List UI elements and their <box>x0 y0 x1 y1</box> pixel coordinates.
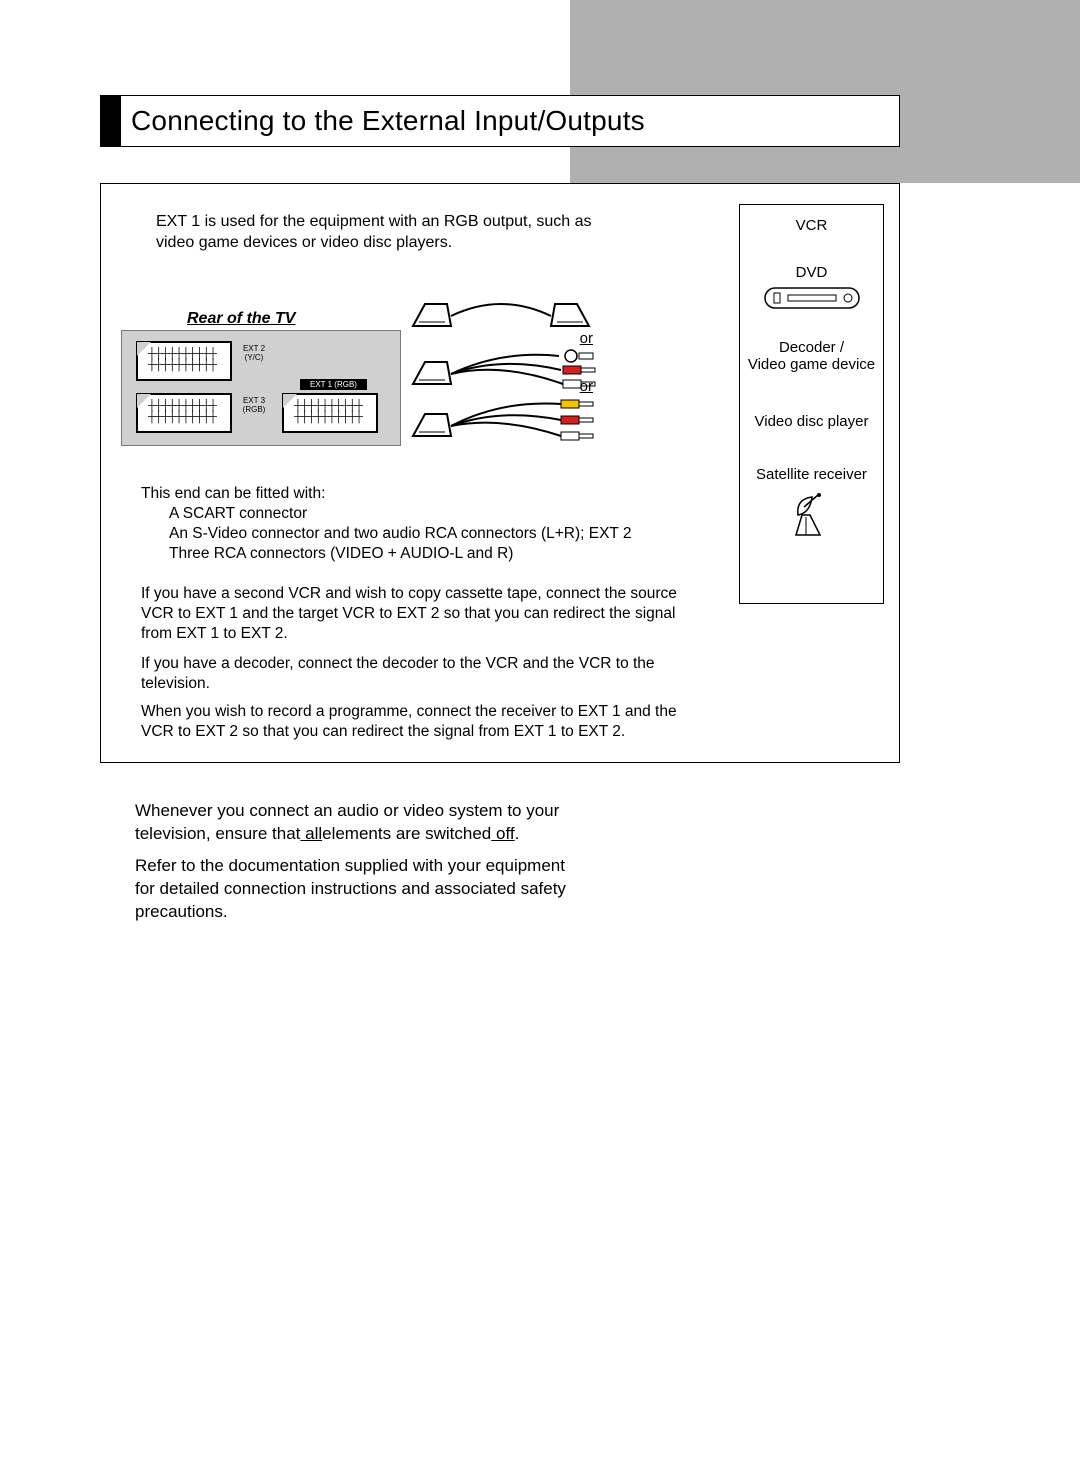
documentation-text: Refer to the documentation supplied with… <box>135 855 575 924</box>
para-vcr: If you have a second VCR and wish to cop… <box>141 584 681 644</box>
fit-item: A SCART connector <box>169 504 681 524</box>
content-frame: EXT 1 is used for the equipment with an … <box>100 183 900 763</box>
title-tab <box>101 96 121 146</box>
dvd-icon <box>764 287 860 309</box>
scart-port: ┼┼┼┼┼┼┼┼┼┼┼┼┼┼┼┼┼┼┼┼ <box>136 393 232 433</box>
page: Connecting to the External Input/Outputs… <box>0 0 1080 1476</box>
equipment-list: VCR DVD Decoder / Video game device Vide… <box>739 204 884 604</box>
video-disc-player-label: Video disc player <box>740 413 883 430</box>
or-label: or <box>580 378 593 395</box>
title-bar: Connecting to the External Input/Outputs <box>100 95 900 147</box>
fit-intro: This end can be fitted with: <box>141 484 681 504</box>
scart-port: ┼┼┼┼┼┼┼┼┼┼┼┼┼┼┼┼┼┼┼┼ <box>282 393 378 433</box>
satellite-label: Satellite receiver <box>740 466 883 537</box>
rear-panel-diagram: ┼┼┼┼┼┼┼┼┼┼┼┼┼┼┼┼┼┼┼┼ EXT 2 (Y/C) ┼┼┼┼┼┼┼… <box>121 330 401 446</box>
cables-diagram: or or <box>411 296 611 440</box>
intro-text: EXT 1 is used for the equipment with an … <box>156 212 626 254</box>
decoder-label: Decoder / Video game device <box>740 339 883 373</box>
dvd-label: DVD <box>740 264 883 309</box>
satellite-dish-icon <box>792 493 832 537</box>
ext2-label: EXT 2 (Y/C) <box>238 345 270 363</box>
fit-item: An S-Video connector and two audio RCA c… <box>169 524 681 544</box>
page-title: Connecting to the External Input/Outputs <box>121 105 645 137</box>
fit-item: Three RCA connectors (VIDEO + AUDIO-L an… <box>169 544 681 564</box>
fit-block: This end can be fitted with: A SCART con… <box>141 484 681 565</box>
warning-text: Whenever you connect an audio or video s… <box>135 800 575 846</box>
or-label: or <box>580 330 593 347</box>
cable-scart-rca: or <box>411 392 611 440</box>
para-decoder: If you have a decoder, connect the decod… <box>141 654 681 694</box>
ext3-label: EXT 3 (RGB) <box>238 397 270 415</box>
rear-of-tv-label: Rear of the TV <box>187 310 295 328</box>
para-record: When you wish to record a programme, con… <box>141 702 681 742</box>
decorative-sidebar <box>570 0 1080 183</box>
ext1-label: EXT 1 (RGB) <box>300 379 367 390</box>
vcr-label: VCR <box>740 217 883 234</box>
scart-port: ┼┼┼┼┼┼┼┼┼┼┼┼┼┼┼┼┼┼┼┼ <box>136 341 232 381</box>
